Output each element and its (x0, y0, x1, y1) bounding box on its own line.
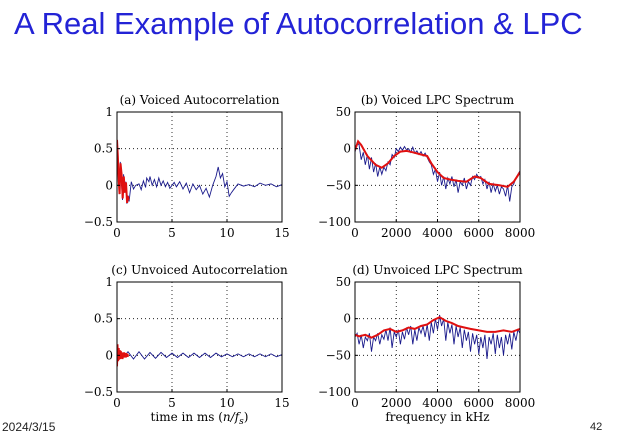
x-tick-label: 5 (168, 226, 176, 240)
x-tick-label: 6000 (463, 226, 494, 240)
panel-a: 0 5 10 15−0.500.51(a) Voiced Autocorrelatio… (84, 93, 290, 240)
series-line-estimate (355, 316, 520, 339)
y-tick-label: 0.5 (94, 142, 113, 156)
plot-frame (116, 111, 283, 223)
y-tick-label: −0.5 (84, 385, 113, 399)
y-tick-label: 1 (105, 105, 113, 119)
panel-title: (a) Voiced Autocorrelation (120, 93, 280, 107)
x-tick-label: 10 (219, 396, 234, 410)
x-tick-label: 0 (351, 226, 359, 240)
x-axis-label: time in ms (n/fs) (151, 410, 249, 427)
y-tick-label: −100 (318, 215, 351, 229)
plot-frame (116, 281, 283, 393)
series-line-signal (117, 350, 282, 360)
footer-date: 2024/3/15 (2, 420, 56, 434)
x-tick-label: 8000 (505, 226, 536, 240)
y-tick-label: −50 (326, 348, 351, 362)
x-tick-label: 6000 (463, 396, 494, 410)
series-line-estimate (117, 139, 130, 204)
slide-title: A Real Example of Autocorrelation & LPC (14, 6, 583, 41)
x-tick-label: 2000 (381, 396, 412, 410)
x-tick-label: 8000 (505, 396, 536, 410)
panel-title: (c) Unvoiced Autocorrelation (111, 263, 288, 277)
y-tick-label: 1 (105, 275, 113, 289)
x-tick-label: 5 (168, 396, 176, 410)
series-line-estimate (117, 344, 129, 367)
panel-c: 0 5 10 15−0.500.51(c) Unvoiced Autocorrelat… (84, 263, 290, 427)
x-tick-label: 15 (274, 226, 289, 240)
x-tick-label: 10 (219, 226, 234, 240)
x-axis-label: frequency in kHz (385, 410, 489, 424)
x-tick-label: 15 (274, 396, 289, 410)
y-tick-label: 0 (343, 312, 351, 326)
x-tick-label: 0 (351, 396, 359, 410)
series-line-signal (117, 139, 282, 204)
y-tick-label: 0 (343, 142, 351, 156)
y-tick-label: 50 (336, 105, 351, 119)
page-number: 42 (590, 421, 603, 433)
x-tick-label: 0 (113, 396, 121, 410)
panel-title: (b) Voiced LPC Spectrum (361, 93, 515, 107)
series-line-estimate (355, 139, 520, 188)
y-tick-label: 0.5 (94, 312, 113, 326)
y-tick-label: 0 (105, 348, 113, 362)
y-tick-label: 0 (105, 178, 113, 192)
y-tick-label: −50 (326, 178, 351, 192)
y-tick-label: −0.5 (84, 215, 113, 229)
y-tick-label: 50 (336, 275, 351, 289)
x-tick-label: 0 (113, 226, 121, 240)
x-tick-label: 4000 (422, 396, 453, 410)
y-tick-label: −100 (318, 385, 351, 399)
panel-title: (d) Unvoiced LPC Spectrum (352, 263, 523, 277)
series-line-signal (355, 314, 520, 360)
x-tick-label: 2000 (381, 226, 412, 240)
panel-b: 0 2000 4000 6000 8000 −100 −50 0 50 (b) Voiced LP… (318, 93, 535, 240)
panel-d: 0 2000 4000 6000 8000 −100 −50 0 50(d) Unvoiced … (318, 263, 535, 424)
x-tick-label: 4000 (422, 226, 453, 240)
series-line-signal (355, 141, 520, 202)
